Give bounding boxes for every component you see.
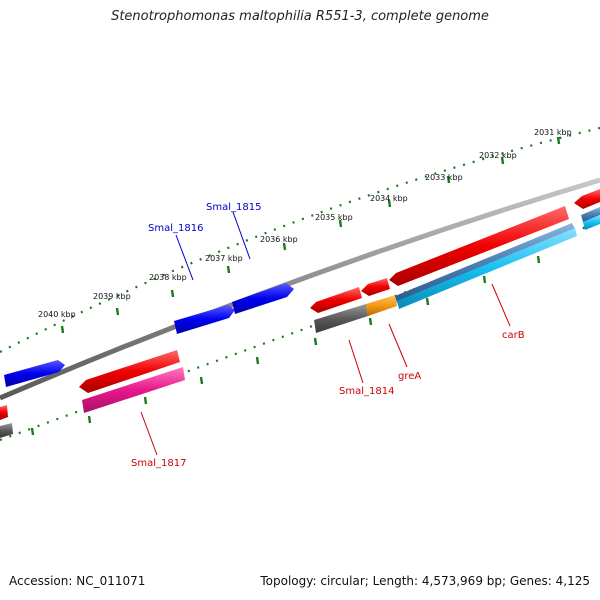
major-tick [446,175,451,184]
major-tick [556,136,561,145]
gene-arrow[interactable] [0,405,8,420]
leader-line [348,339,364,384]
forward-strand-genes [4,283,294,387]
gene-arrow[interactable] [395,223,575,303]
gene-arrow[interactable] [174,305,235,334]
gene-arrow[interactable] [4,360,65,387]
gene-arrow[interactable] [310,287,362,313]
gene-arrow[interactable] [574,189,600,209]
major-tick [368,317,373,326]
genome-backbone [0,177,600,401]
tick-label: 2034 kbp [370,194,408,203]
gene-label-smal-1814[interactable]: Smal_1814 [339,386,394,397]
label-leaders [140,211,511,456]
gene-arrow[interactable] [389,206,569,286]
major-tick [536,255,541,264]
leader-line [175,234,194,281]
genome-stats-text: Topology: circular; Length: 4,573,969 bp… [260,574,590,588]
tick-label: 2040 kbp [38,310,76,319]
tick-label: 2032 kbp [479,151,517,160]
major-tick [143,396,148,405]
tick-label: 2038 kbp [149,273,187,282]
major-tick [87,415,92,424]
gene-arrow[interactable] [583,215,600,230]
major-tick [482,275,487,284]
gene-label-grea[interactable]: greA [398,371,421,382]
major-tick [338,219,343,228]
leader-line [140,411,158,456]
major-tick [425,297,430,306]
tick-label: 2035 kbp [315,213,353,222]
gene-arrow[interactable] [397,228,577,309]
gene-arrow[interactable] [82,367,185,413]
major-tick [255,356,260,365]
tick-label: 2036 kbp [260,235,298,244]
gene-arrow[interactable] [366,295,397,316]
map-title: Stenotrophomonas maltophilia R551-3, com… [111,9,489,24]
major-tick [30,427,35,436]
major-tick [387,199,392,208]
gene-label-smal-1815[interactable]: Smal_1815 [206,202,261,213]
major-tick [170,289,175,298]
gene-arrow[interactable] [361,278,390,296]
gene-label-smal-1816[interactable]: Smal_1816 [148,223,203,234]
leader-line [388,323,408,368]
leader-line [491,283,511,327]
leader-line [232,211,251,260]
gene-arrow[interactable] [314,304,368,333]
gene-arrow[interactable] [581,207,600,222]
major-tick [313,337,318,346]
tick-labels: 2031 kbp 2032 kbp 2033 kbp 2034 kbp 2035… [38,128,572,319]
major-tick [60,325,65,334]
gene-arrow[interactable] [0,423,13,438]
gene-arrow[interactable] [232,283,294,314]
tick-label: 2037 kbp [205,254,243,263]
gene-label-smal-1817[interactable]: Smal_1817 [131,458,186,469]
major-tick [199,376,204,385]
major-tick [282,242,287,251]
accession-text: Accession: NC_011071 [9,574,146,588]
gene-labels: Smal_1815 Smal_1816 Smal_1814 greA carB … [131,202,525,469]
gene-label-carb[interactable]: carB [502,330,525,341]
major-tick [500,156,505,165]
tick-label: 2031 kbp [534,128,572,137]
gene-arrow[interactable] [79,350,180,393]
reverse-strand-genes [0,189,600,438]
tick-label: 2033 kbp [425,173,463,182]
major-tick [226,265,231,274]
major-tick [115,307,120,316]
tick-label: 2039 kbp [93,292,131,301]
outer-major-ticks [60,136,561,334]
inner-major-ticks [30,255,541,436]
